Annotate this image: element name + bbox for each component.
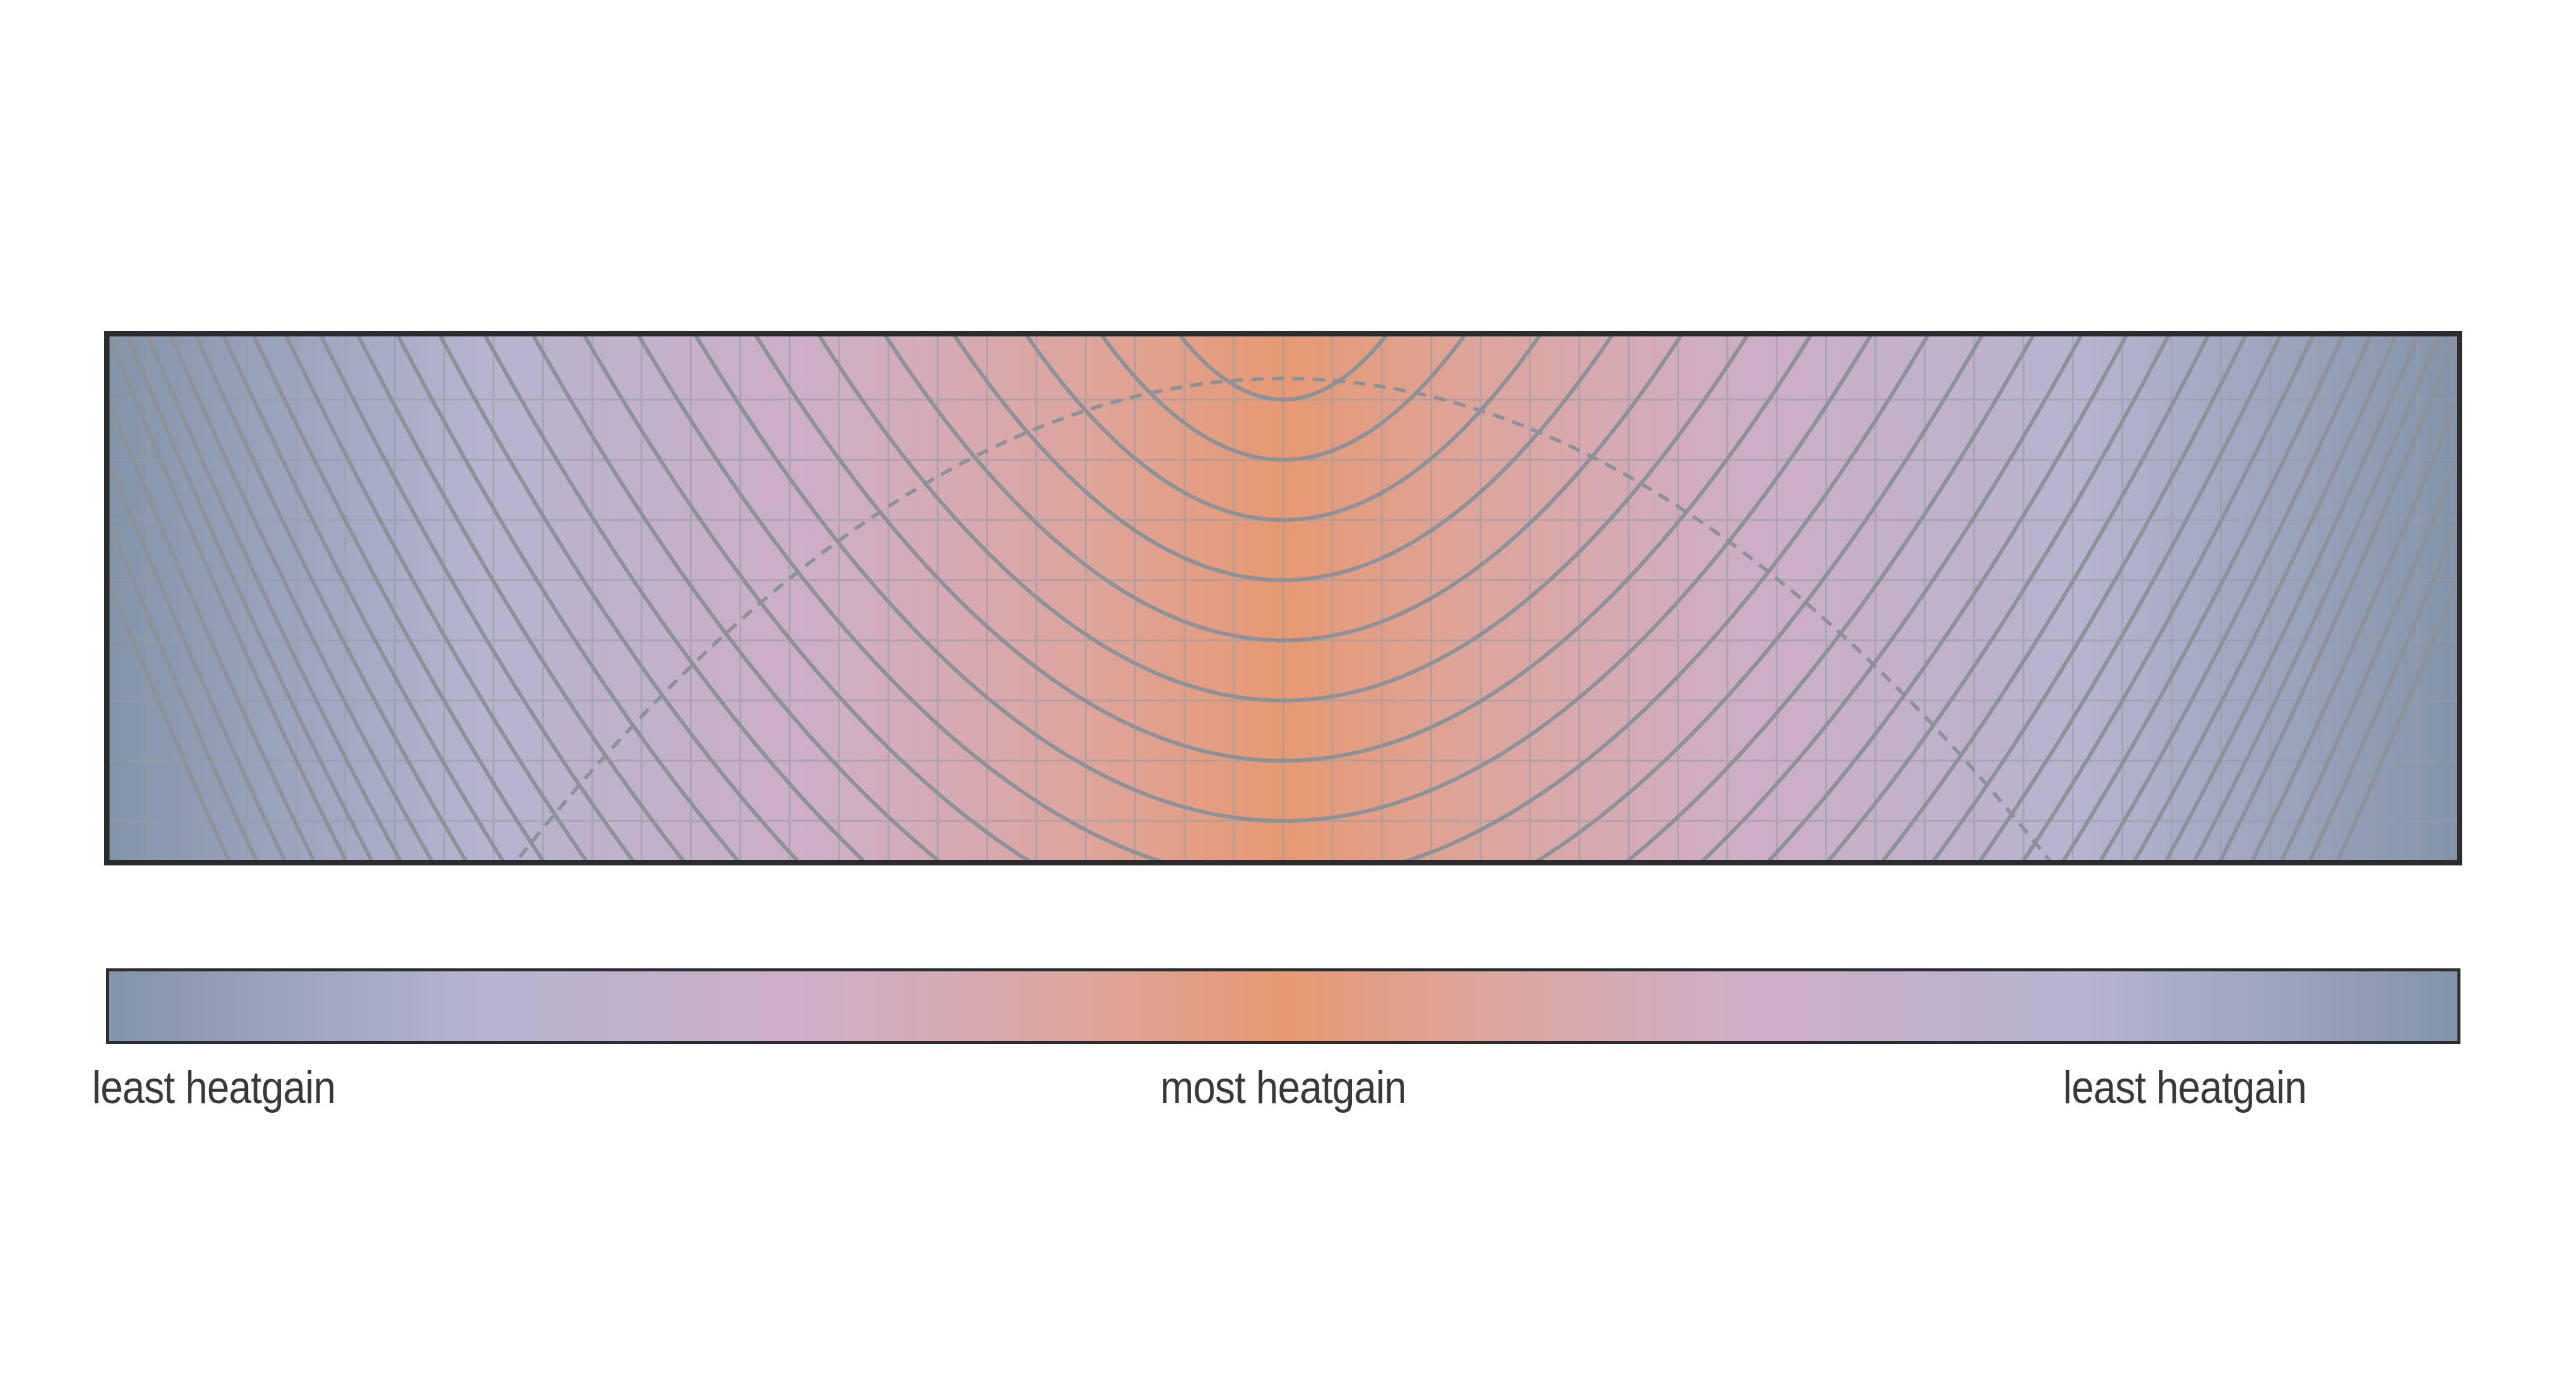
legend-label-most-center: most heatgain [1144,1061,1423,1115]
legend-label-least-right: least heatgain [2046,1061,2323,1115]
heatgain-panel-graphic [110,336,2457,860]
contour-curves [110,336,2457,860]
legend-label-most-center-text: most heatgain [1160,1062,1407,1113]
legend-label-least-left-text: least heatgain [92,1062,336,1113]
dashed-arc [515,377,2052,860]
legend-label-least-left: least heatgain [92,1061,368,1115]
heatgain-colorbar-legend [106,968,2460,1044]
heatgain-panel [104,331,2462,865]
legend-label-least-right-text: least heatgain [2063,1062,2307,1113]
